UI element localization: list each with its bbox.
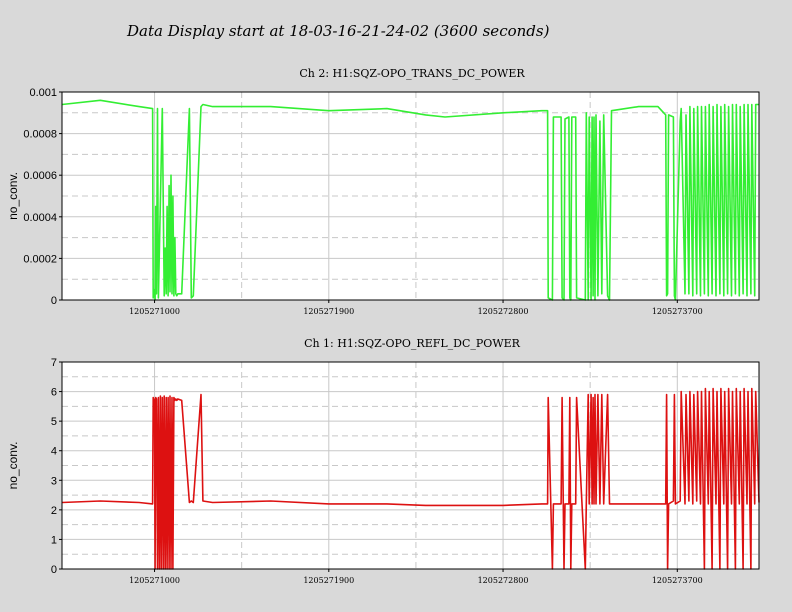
plot-2-ytick-label: 4	[51, 446, 57, 458]
plot-1-xtick-label: 1205271000	[129, 307, 180, 316]
plot-2-ytick-label: 6	[51, 387, 57, 399]
plot-2-xtick-label: 1205271000	[129, 576, 180, 585]
plot-1-ytick-label: 0.0004	[23, 212, 57, 224]
plot-1-frame	[61, 91, 760, 301]
plot-2-xtick-label: 1205271900	[303, 576, 354, 585]
plot-1-series-1	[61, 99, 759, 301]
plot-1-xtick-label: 1205273700	[652, 307, 703, 316]
plot-1-ylabel: no_conv.	[6, 172, 20, 220]
plot-1-xtick-label: 1205272800	[478, 307, 529, 316]
plot-2-ytick-label: 3	[51, 475, 57, 487]
plot-2-ylabel: no_conv.	[6, 442, 20, 490]
plot-2-ytick-label: 7	[51, 357, 57, 369]
plot-2-ytick-label: 0	[51, 564, 57, 576]
plot-2-ytick-label: 2	[51, 505, 57, 517]
plot-1-ytick-label: 0.001	[29, 87, 57, 99]
plot-2-xtick-label: 1205272800	[478, 576, 529, 585]
plot-2-series-1	[61, 387, 760, 570]
plot-1-xtick-label: 1205271900	[303, 307, 354, 316]
plot-2-ytick-label: 1	[51, 534, 57, 546]
page-title: Data Display start at 18-03-16-21-24-02 …	[127, 22, 550, 40]
plot-2-frame	[61, 361, 760, 570]
plot-2-title: Ch 1: H1:SQZ-OPO_REFL_DC_POWER	[304, 337, 520, 350]
plot-1-ytick-label: 0.0002	[23, 253, 57, 265]
plot-1-ytick-label: 0.0008	[23, 129, 57, 141]
plot-1-ytick-label: 0	[51, 295, 57, 307]
plot-2-xtick-label: 1205273700	[652, 576, 703, 585]
plot-2-ytick-label: 5	[51, 416, 57, 428]
plot-1-ytick-label: 0.0006	[23, 170, 57, 182]
plot-1-title: Ch 2: H1:SQZ-OPO_TRANS_DC_POWER	[299, 67, 525, 80]
